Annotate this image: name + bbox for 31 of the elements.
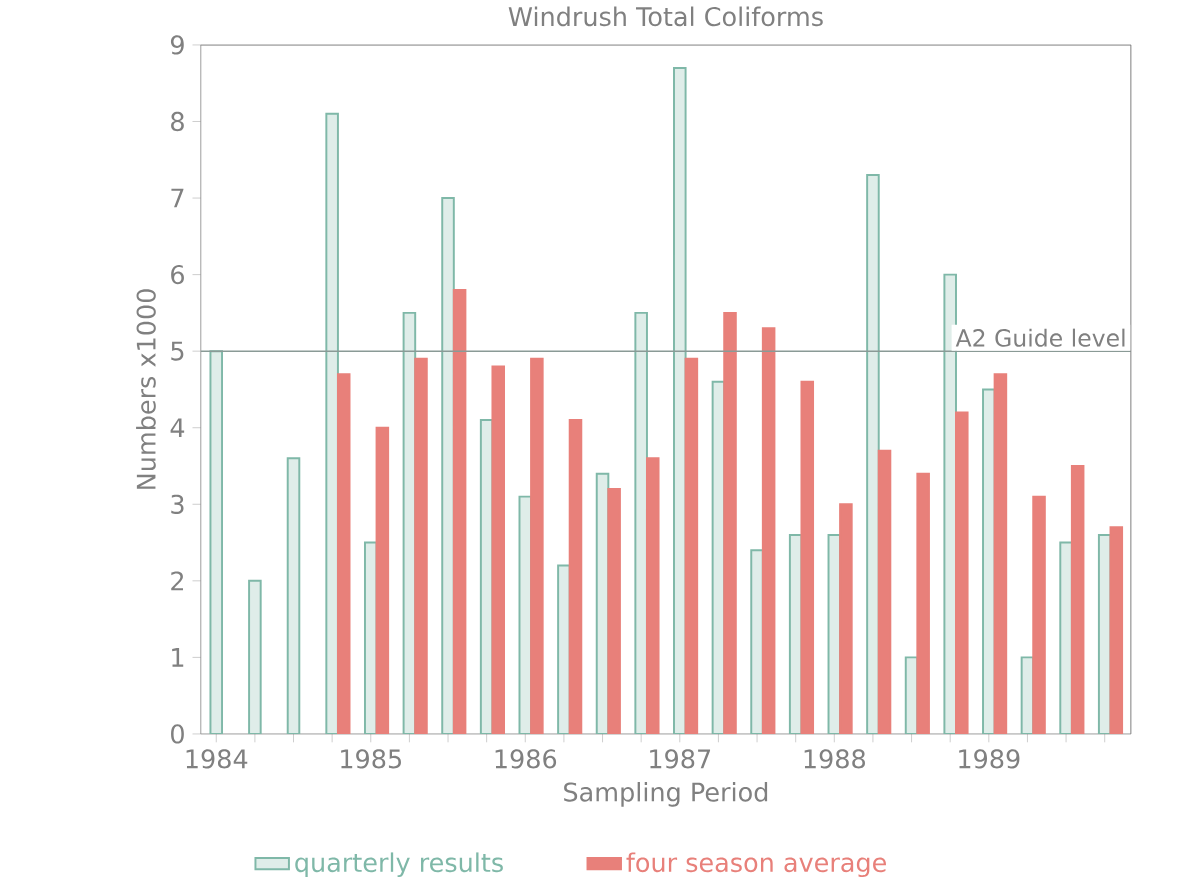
y-tick-label: 9 [170, 35, 184, 55]
y-tick-label: 7 [171, 188, 184, 208]
x-tick-label: 1989 [959, 749, 1020, 769]
chart-title: Windrush Total Coliforms [508, 6, 823, 27]
y-tick-label: 4 [170, 418, 185, 438]
bar [248, 580, 262, 735]
x-tick-label: 1985 [341, 749, 401, 769]
x-tick-label: 1987 [650, 749, 711, 769]
y-tick-label: 2 [171, 571, 184, 591]
x-tick-label: 1988 [804, 749, 865, 769]
bar [441, 197, 455, 735]
bar [673, 67, 687, 735]
y-tick-label: 5 [171, 341, 184, 361]
y-tick-label: 1 [172, 648, 184, 667]
legend-label: quarterly results [295, 852, 503, 878]
bar [325, 113, 339, 735]
x-tick-label: 1984 [186, 749, 248, 769]
ref-line-label: A2 Guide level [955, 328, 1125, 348]
bar [209, 350, 224, 735]
bar [943, 273, 957, 735]
y-tick-label: 6 [171, 265, 184, 285]
bar [286, 457, 301, 735]
legend-label: four season average [626, 852, 886, 878]
y-tick-label: 0 [171, 724, 184, 744]
bar [866, 174, 880, 735]
x-axis-title: Sampling Period [564, 782, 768, 807]
y-tick-label: 3 [171, 494, 184, 515]
y-axis-title: Numbers x1000 [136, 289, 156, 490]
bar [634, 312, 648, 735]
x-tick-label: 1986 [495, 749, 557, 769]
y-tick-label: 8 [171, 112, 184, 132]
